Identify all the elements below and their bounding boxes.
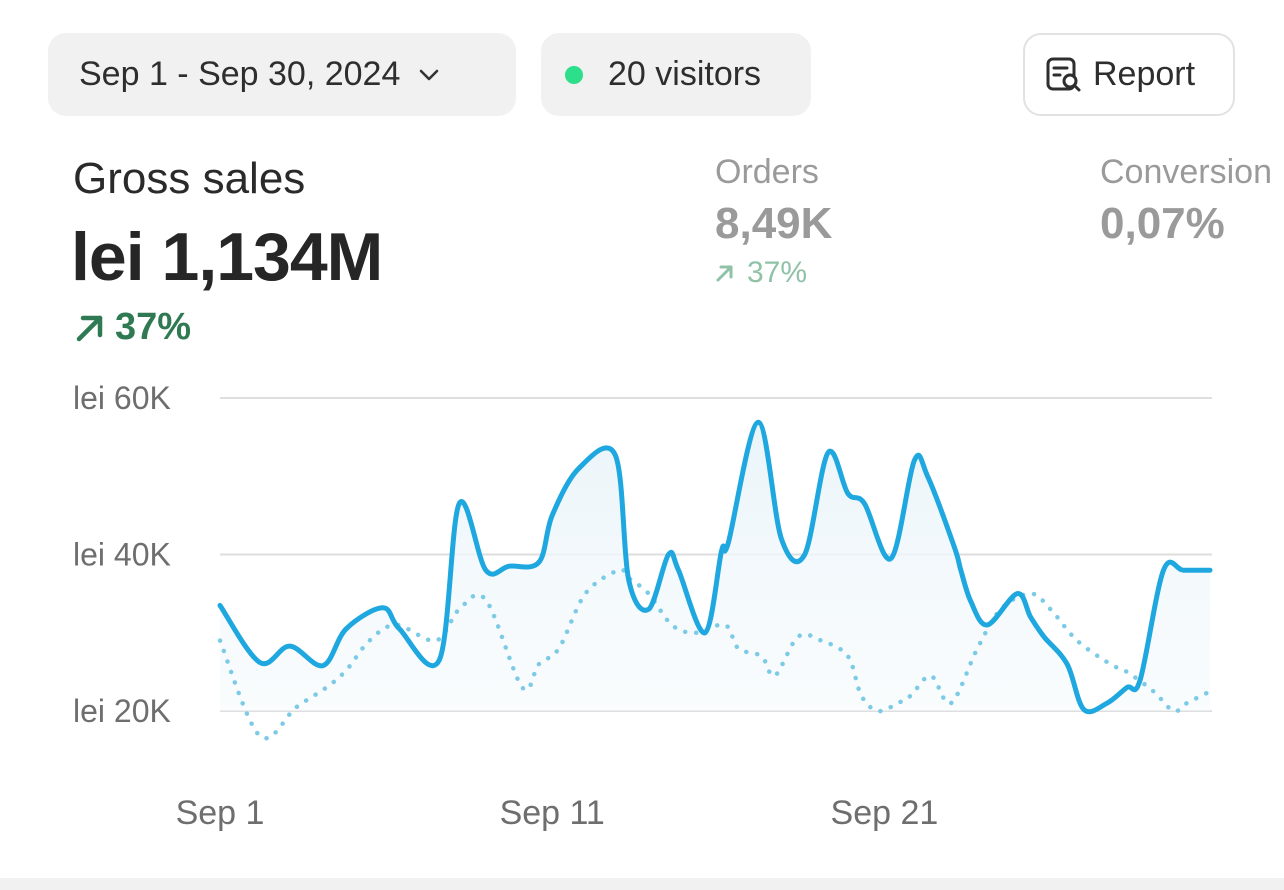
- conversion-value: 0,07%: [1100, 199, 1225, 248]
- y-axis-tick-label: lei 20K: [73, 693, 171, 729]
- gross-sales-value: lei 1,134M: [71, 219, 383, 295]
- report-search-icon: [1046, 57, 1081, 91]
- current-period-area: [220, 422, 1210, 712]
- x-axis-tick-label: Sep 11: [500, 794, 605, 832]
- bottom-panel-edge: [0, 878, 1284, 890]
- orders-value: 8,49K: [715, 199, 833, 248]
- live-visitors-badge[interactable]: 20 visitors: [541, 33, 811, 116]
- gross-sales-change-value: 37%: [115, 306, 192, 348]
- y-axis-tick-label: lei 60K: [73, 380, 171, 416]
- current-period-line: [217, 419, 1213, 715]
- x-axis-tick-label: Sep 21: [831, 794, 939, 832]
- orders-change: 37%: [715, 256, 807, 290]
- date-range-selector[interactable]: Sep 1 - Sep 30, 2024: [48, 33, 516, 116]
- gross-sales-change: 37%: [73, 306, 191, 349]
- gross-sales-chart[interactable]: lei 20K lei 40K lei 60K Sep 1 Sep 11 Sep 21: [0, 370, 1284, 850]
- live-status-dot: [565, 65, 583, 84]
- x-axis-tick-label: Sep 1: [176, 794, 265, 832]
- chevron-down-icon: [420, 69, 439, 80]
- arrow-up-right-icon: [716, 265, 733, 282]
- orders-title[interactable]: Orders: [715, 153, 819, 191]
- arrow-up-right-icon: [76, 315, 103, 341]
- previous-period-line: [217, 567, 1213, 741]
- report-button[interactable]: Report: [1023, 33, 1235, 116]
- report-label: Report: [1093, 55, 1196, 93]
- date-range-label: Sep 1 - Sep 30, 2024: [79, 55, 401, 93]
- gross-sales-title[interactable]: Gross sales: [73, 154, 306, 203]
- visitors-count: 20 visitors: [608, 55, 762, 93]
- orders-change-value: 37%: [747, 256, 808, 289]
- conversion-title[interactable]: Conversion: [1100, 153, 1272, 191]
- y-axis-tick-label: lei 40K: [73, 537, 171, 573]
